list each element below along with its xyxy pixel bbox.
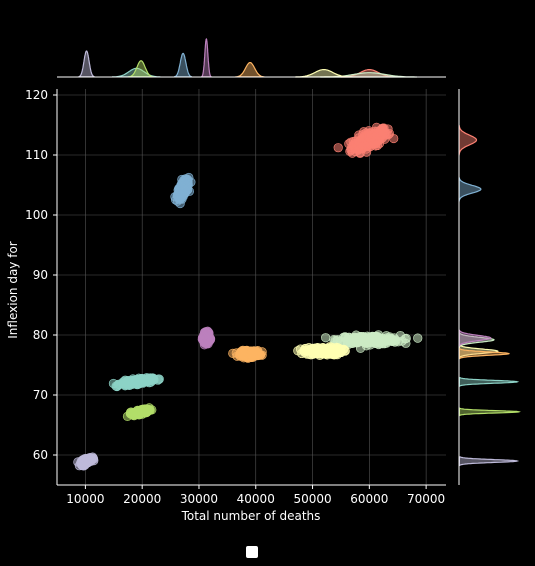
series-0 [334,123,398,158]
y-tick-label: 70 [33,388,48,402]
top-kde-4 [235,63,264,77]
right-marginal-distribution [459,125,519,466]
data-point [372,136,381,145]
data-point [130,377,139,386]
x-tick-label: 40000 [237,492,275,506]
axes [57,77,459,485]
x-tick-label: 20000 [123,492,161,506]
x-tick-label: 50000 [293,492,331,506]
series-8 [74,453,98,470]
data-point [87,455,96,464]
y-tick-label: 110 [25,148,48,162]
y-axis-label: Inflexion day for [6,241,20,339]
top-kde-8 [78,51,94,77]
right-kde-7 [459,408,519,416]
x-tick-label: 60000 [350,492,388,506]
data-point [346,338,355,347]
data-point [383,334,392,343]
data-point [177,183,186,192]
y-tick-label: 90 [33,268,48,282]
y-tick-label: 60 [33,448,48,462]
data-point [335,347,344,356]
data-point [389,134,398,143]
data-point [413,334,422,343]
top-marginal-distribution [78,39,417,77]
y-tick-label: 100 [25,208,48,222]
scatter-points [74,123,422,470]
x-tick-label: 70000 [407,492,445,506]
series-7 [123,404,156,421]
top-kde-1 [174,53,192,77]
top-kde-3 [295,70,351,77]
right-kde-1 [459,177,481,201]
data-point [247,350,256,359]
right-kde-8 [459,457,517,466]
top-kde-5 [201,39,211,77]
series-4 [228,346,266,363]
x-tick-label: 30000 [180,492,218,506]
data-point [146,375,155,384]
data-point [301,344,310,353]
data-point [398,337,407,346]
data-point [362,341,371,350]
data-point [122,380,131,389]
data-point [202,332,211,341]
series-1 [171,173,196,208]
data-point [347,146,356,155]
series-3 [294,342,350,359]
x-tick-label: 10000 [66,492,104,506]
legend [246,546,258,558]
data-point [130,411,139,420]
y-tick-label: 120 [25,88,48,102]
right-kde-0 [459,125,476,155]
series-5 [198,327,215,349]
data-point [321,333,330,342]
right-kde-6 [459,377,517,386]
x-tick-labels: 10000 20000 30000 40000 50000 60000 70000 [66,485,445,506]
grid-lines [57,89,446,485]
x-axis-label: Total number of deaths [181,509,321,523]
y-tick-labels: 60 70 80 90 100 110 120 [25,88,57,462]
data-point [384,125,393,134]
data-point [80,462,89,471]
data-point [317,347,326,356]
y-tick-label: 80 [33,328,48,342]
data-point [334,143,343,152]
series-6 [109,373,163,390]
